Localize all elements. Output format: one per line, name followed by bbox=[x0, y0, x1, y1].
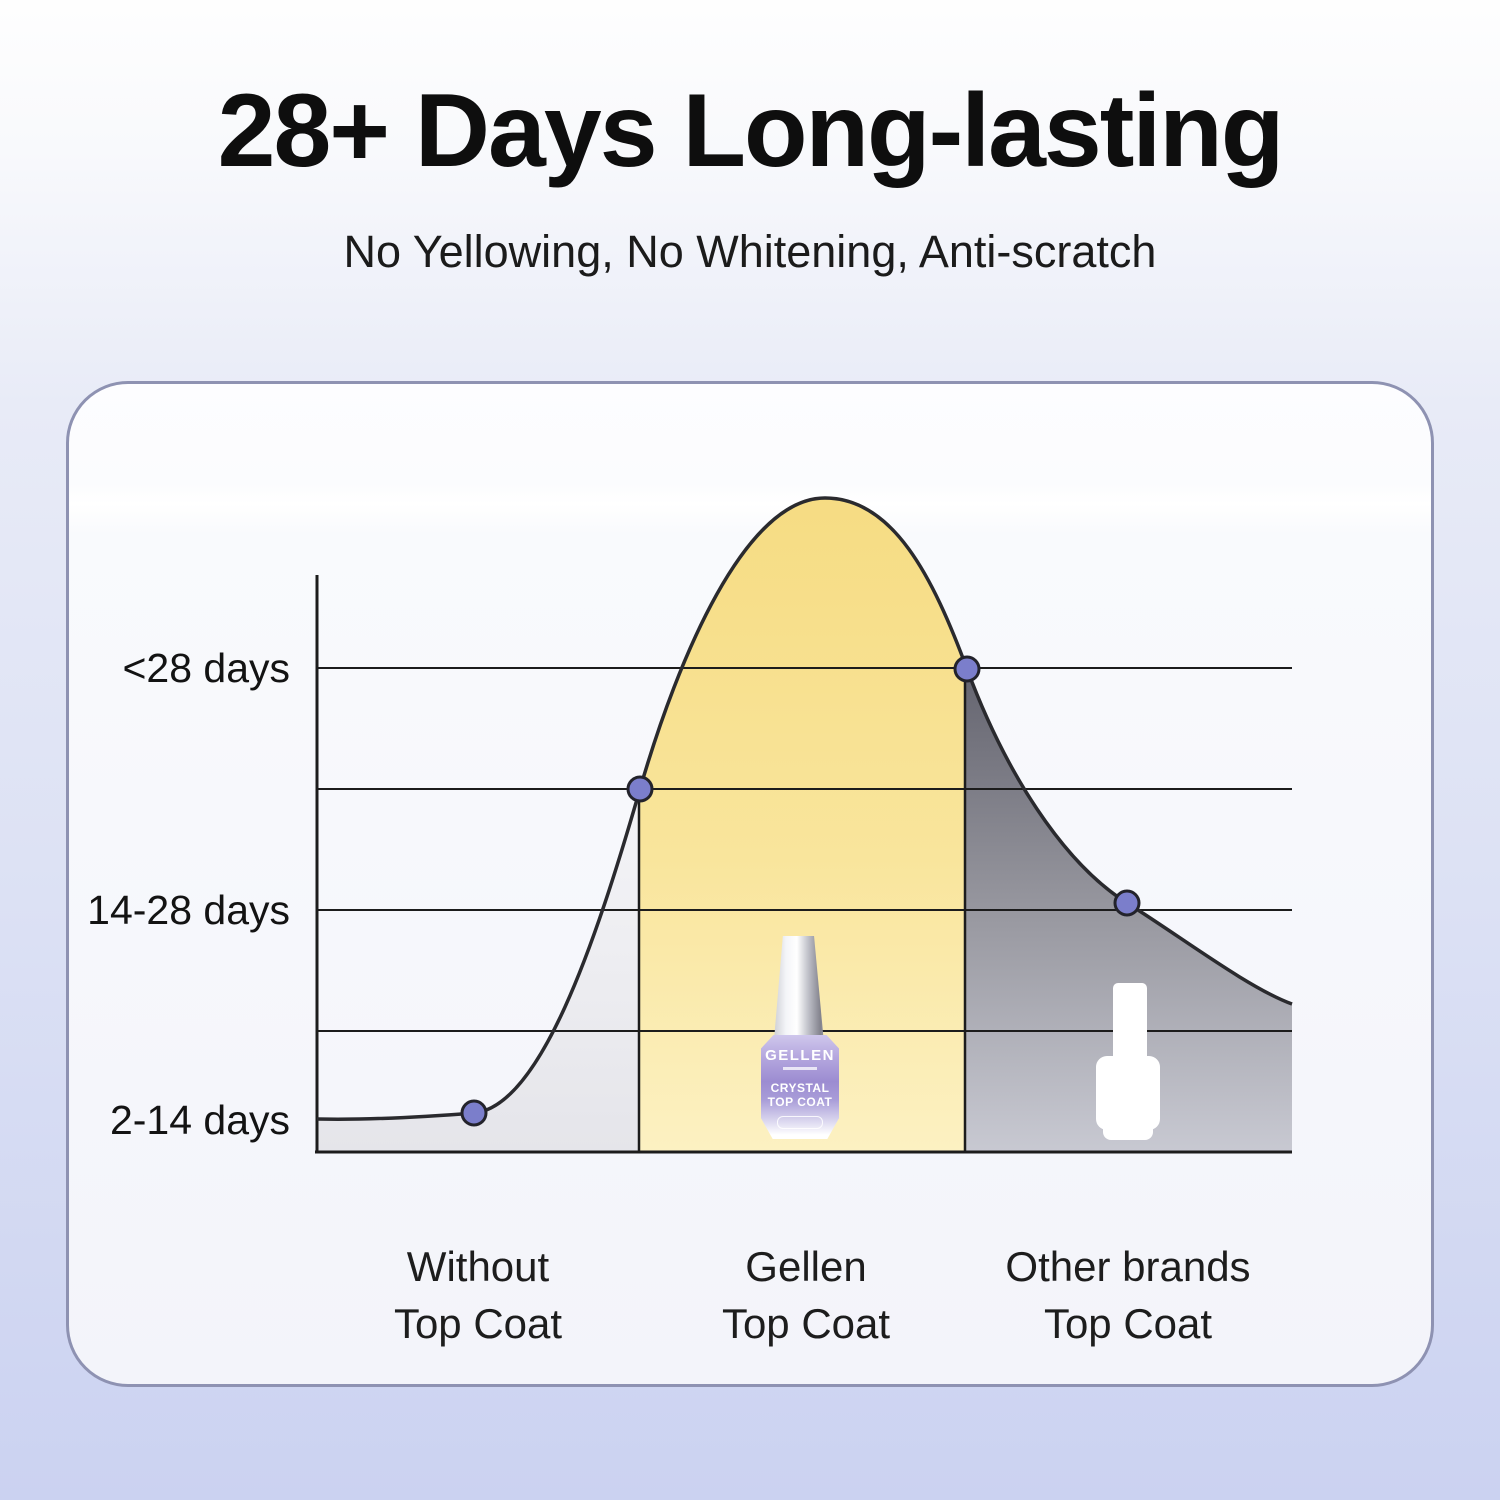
bottle-label-line2: TOP COAT bbox=[767, 1095, 833, 1109]
bottle-body-purple bbox=[761, 1035, 839, 1139]
bottle-label-badge bbox=[777, 1116, 823, 1129]
category-label-other-brands-topcoat: Other brands Top Coat bbox=[918, 1238, 1338, 1352]
y-axis-label-under-28-days: <28 days bbox=[122, 645, 290, 691]
bottle-cap-chrome bbox=[774, 936, 824, 1037]
category-label-line: Top Coat bbox=[393, 1300, 563, 1347]
category-label-line: Top Coat bbox=[1043, 1300, 1213, 1347]
marker-dot-gellen-end bbox=[953, 655, 981, 683]
y-axis-label-2-14-days: 2-14 days bbox=[109, 1097, 290, 1143]
category-label-line: Without bbox=[406, 1243, 550, 1290]
white-bottle-cap bbox=[1113, 983, 1147, 1059]
marker-dot-other-brands bbox=[1113, 889, 1141, 917]
bottle-tagline-bar bbox=[783, 1067, 817, 1070]
page-subtitle: No Yellowing, No Whitening, Anti-scratch bbox=[343, 226, 1157, 277]
white-bottle-body bbox=[1096, 1056, 1160, 1130]
bottle-label: GELLEN CRYSTAL TOP COAT bbox=[761, 1048, 839, 1129]
bottle-label-line1: CRYSTAL bbox=[770, 1081, 830, 1095]
marker-dot-gellen-start bbox=[626, 775, 654, 803]
marker-dot-without bbox=[460, 1099, 488, 1127]
category-label-line: Gellen bbox=[745, 1243, 867, 1290]
bottle-brand-text: GELLEN bbox=[765, 1047, 835, 1064]
white-bottle-foot bbox=[1103, 1122, 1153, 1140]
curve-markers bbox=[460, 655, 1141, 1127]
y-axis-label-14-28-days: 14-28 days bbox=[87, 887, 290, 933]
category-label-line: Top Coat bbox=[721, 1300, 891, 1347]
category-label-line: Other brands bbox=[1005, 1243, 1251, 1290]
category-label-gellen-topcoat: Gellen Top Coat bbox=[596, 1238, 1016, 1352]
page-title: 28+ Days Long-lasting bbox=[217, 73, 1285, 189]
category-label-without-topcoat: Without Top Coat bbox=[268, 1238, 688, 1352]
gellen-product-bottle: GELLEN CRYSTAL TOP COAT bbox=[761, 936, 839, 1139]
duration-curve bbox=[316, 496, 1293, 1121]
